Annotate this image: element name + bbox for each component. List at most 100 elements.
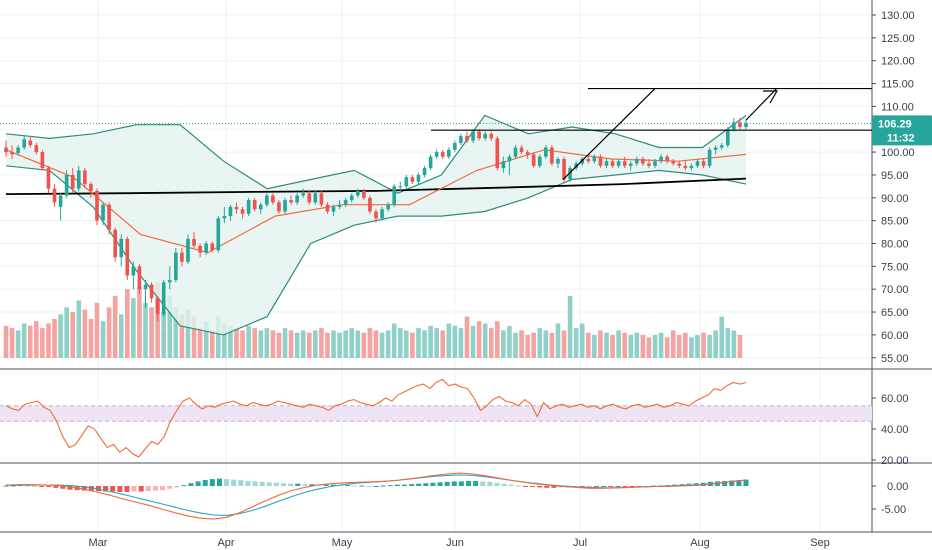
ema-line (5, 149, 747, 254)
volume-bar (610, 335, 615, 358)
macd-histogram-bar (729, 480, 735, 486)
macd-histogram-bar (530, 486, 536, 487)
volume-bar (282, 328, 288, 358)
candle-body (16, 147, 20, 154)
candle-body (252, 200, 257, 210)
volume-bar (325, 332, 330, 358)
candle-body (368, 197, 372, 212)
macd-histogram-bar (174, 486, 180, 488)
volume-bar (197, 328, 203, 358)
macd-histogram-bar (46, 486, 52, 487)
candle-body (495, 138, 500, 169)
volume-bar (246, 325, 251, 358)
macd-histogram-bar (458, 481, 464, 486)
volume-bar (391, 323, 397, 358)
candle-body (592, 156, 597, 162)
volume-bar (410, 332, 415, 358)
candle-body (689, 165, 694, 169)
candle-body (671, 161, 676, 164)
volume-bar (52, 318, 57, 358)
volume-bar (658, 332, 664, 358)
price-tick-label: 55.00 (881, 353, 909, 365)
macd-histogram-bar (743, 479, 749, 486)
volume-bar (88, 318, 94, 358)
candle-body (434, 152, 439, 157)
price-tick-label: 60.00 (881, 330, 909, 342)
trend-drawings[interactable] (0, 87, 872, 180)
macd-histogram-bar (430, 482, 436, 486)
volume-bar (440, 330, 446, 358)
candle-body (386, 204, 390, 210)
rsi-pane[interactable] (0, 378, 872, 458)
candle-body (167, 280, 172, 283)
macd-histogram-bar (494, 482, 500, 486)
macd-histogram-bar (53, 486, 59, 488)
candle-body (537, 156, 542, 166)
sma-line (5, 177, 747, 195)
macd-histogram-bar (195, 481, 201, 486)
volume-bar (573, 328, 579, 358)
volume-bar (507, 325, 512, 358)
volume-bar (561, 330, 567, 358)
rsi-line (5, 378, 747, 458)
price-tick-label: 90.00 (881, 193, 909, 205)
candle-body (562, 158, 566, 180)
candle-body (301, 193, 306, 196)
candle-body (719, 145, 724, 148)
macd-histogram-bar (444, 481, 450, 486)
candle-body (610, 161, 615, 166)
macd-histogram-bar (181, 485, 187, 487)
volume-bar (385, 330, 391, 358)
volume-bar (689, 337, 694, 358)
volume-bar (252, 328, 257, 358)
macd-histogram-bar (224, 479, 230, 486)
price-tick-label: 95.00 (881, 170, 909, 182)
macd-pane[interactable] (3, 472, 749, 520)
macd-histogram-bar (167, 486, 173, 489)
volume-bar (404, 330, 409, 358)
macd-histogram-bar (586, 486, 592, 487)
macd-histogram-bar (117, 486, 123, 492)
macd-histogram-bar (508, 484, 514, 486)
macd-histogram-bar (302, 484, 308, 486)
volume-bar (209, 330, 215, 358)
macd-histogram-bar (515, 485, 521, 487)
macd-histogram-bar (401, 484, 407, 486)
macd-histogram-bar (3, 485, 9, 487)
candlesticks[interactable] (4, 117, 748, 322)
volume-bar (476, 321, 482, 358)
volume-bar (519, 330, 524, 358)
candle-body (465, 136, 469, 141)
macd-histogram-bar (152, 486, 158, 491)
macd-histogram-bar (544, 486, 550, 488)
macd-histogram-bar (266, 482, 272, 486)
volume-bar (676, 335, 682, 358)
price-tick-label: 100.00 (881, 147, 915, 159)
candle-body (222, 216, 227, 219)
volume-bar (58, 314, 63, 358)
bollinger-fill (6, 115, 746, 335)
volume-bar (125, 289, 130, 358)
candle-body (295, 195, 299, 203)
macd-histogram-bar (601, 486, 607, 487)
macd-histogram-bar (387, 485, 393, 487)
macd-histogram-bar (39, 486, 45, 487)
candle-body (519, 147, 524, 153)
macd-histogram-bar (437, 482, 443, 486)
candle-body (459, 136, 463, 143)
volume-bar (452, 325, 458, 358)
current-price-tag (872, 115, 932, 146)
volume-bar (537, 328, 543, 358)
candle-body (283, 200, 287, 212)
volume-bar (70, 312, 76, 358)
volume-bar (27, 325, 33, 358)
volume-bar (616, 330, 621, 358)
bar-countdown: 11:32 (887, 132, 915, 144)
macd-histogram-bar (24, 485, 30, 487)
macd-tick-label: 0.00 (887, 481, 908, 493)
volume-bar (203, 321, 209, 358)
candle-body (598, 156, 603, 166)
candle-body (501, 161, 506, 169)
volume-bar (191, 316, 197, 358)
